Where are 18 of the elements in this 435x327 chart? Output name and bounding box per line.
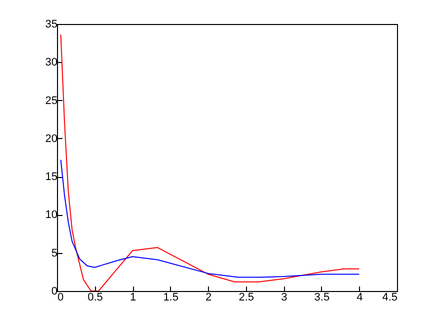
y-tick-label: 10 xyxy=(45,209,58,222)
y-tick-label: 30 xyxy=(45,56,58,69)
x-tick-label: 2 xyxy=(206,292,212,304)
x-tick-label: 4 xyxy=(356,292,363,304)
x-tick-label: 3 xyxy=(281,292,288,304)
x-tick-label: 1.5 xyxy=(163,292,178,304)
line-series xyxy=(60,34,360,291)
y-tick-label: 20 xyxy=(45,132,58,145)
y-tick-label: 5 xyxy=(51,247,58,260)
y-tick-label: 25 xyxy=(45,94,58,107)
y-tick-label: 35 xyxy=(45,18,58,30)
x-tick-label: 3.5 xyxy=(314,292,330,304)
y-tick-label: 15 xyxy=(45,171,58,184)
x-tick-label: 4.5 xyxy=(382,292,398,304)
x-tick-label: 1 xyxy=(130,292,136,304)
x-tick-label: 0.5 xyxy=(88,292,103,304)
line-series xyxy=(60,159,360,278)
x-tick-label: 2.5 xyxy=(238,292,254,304)
